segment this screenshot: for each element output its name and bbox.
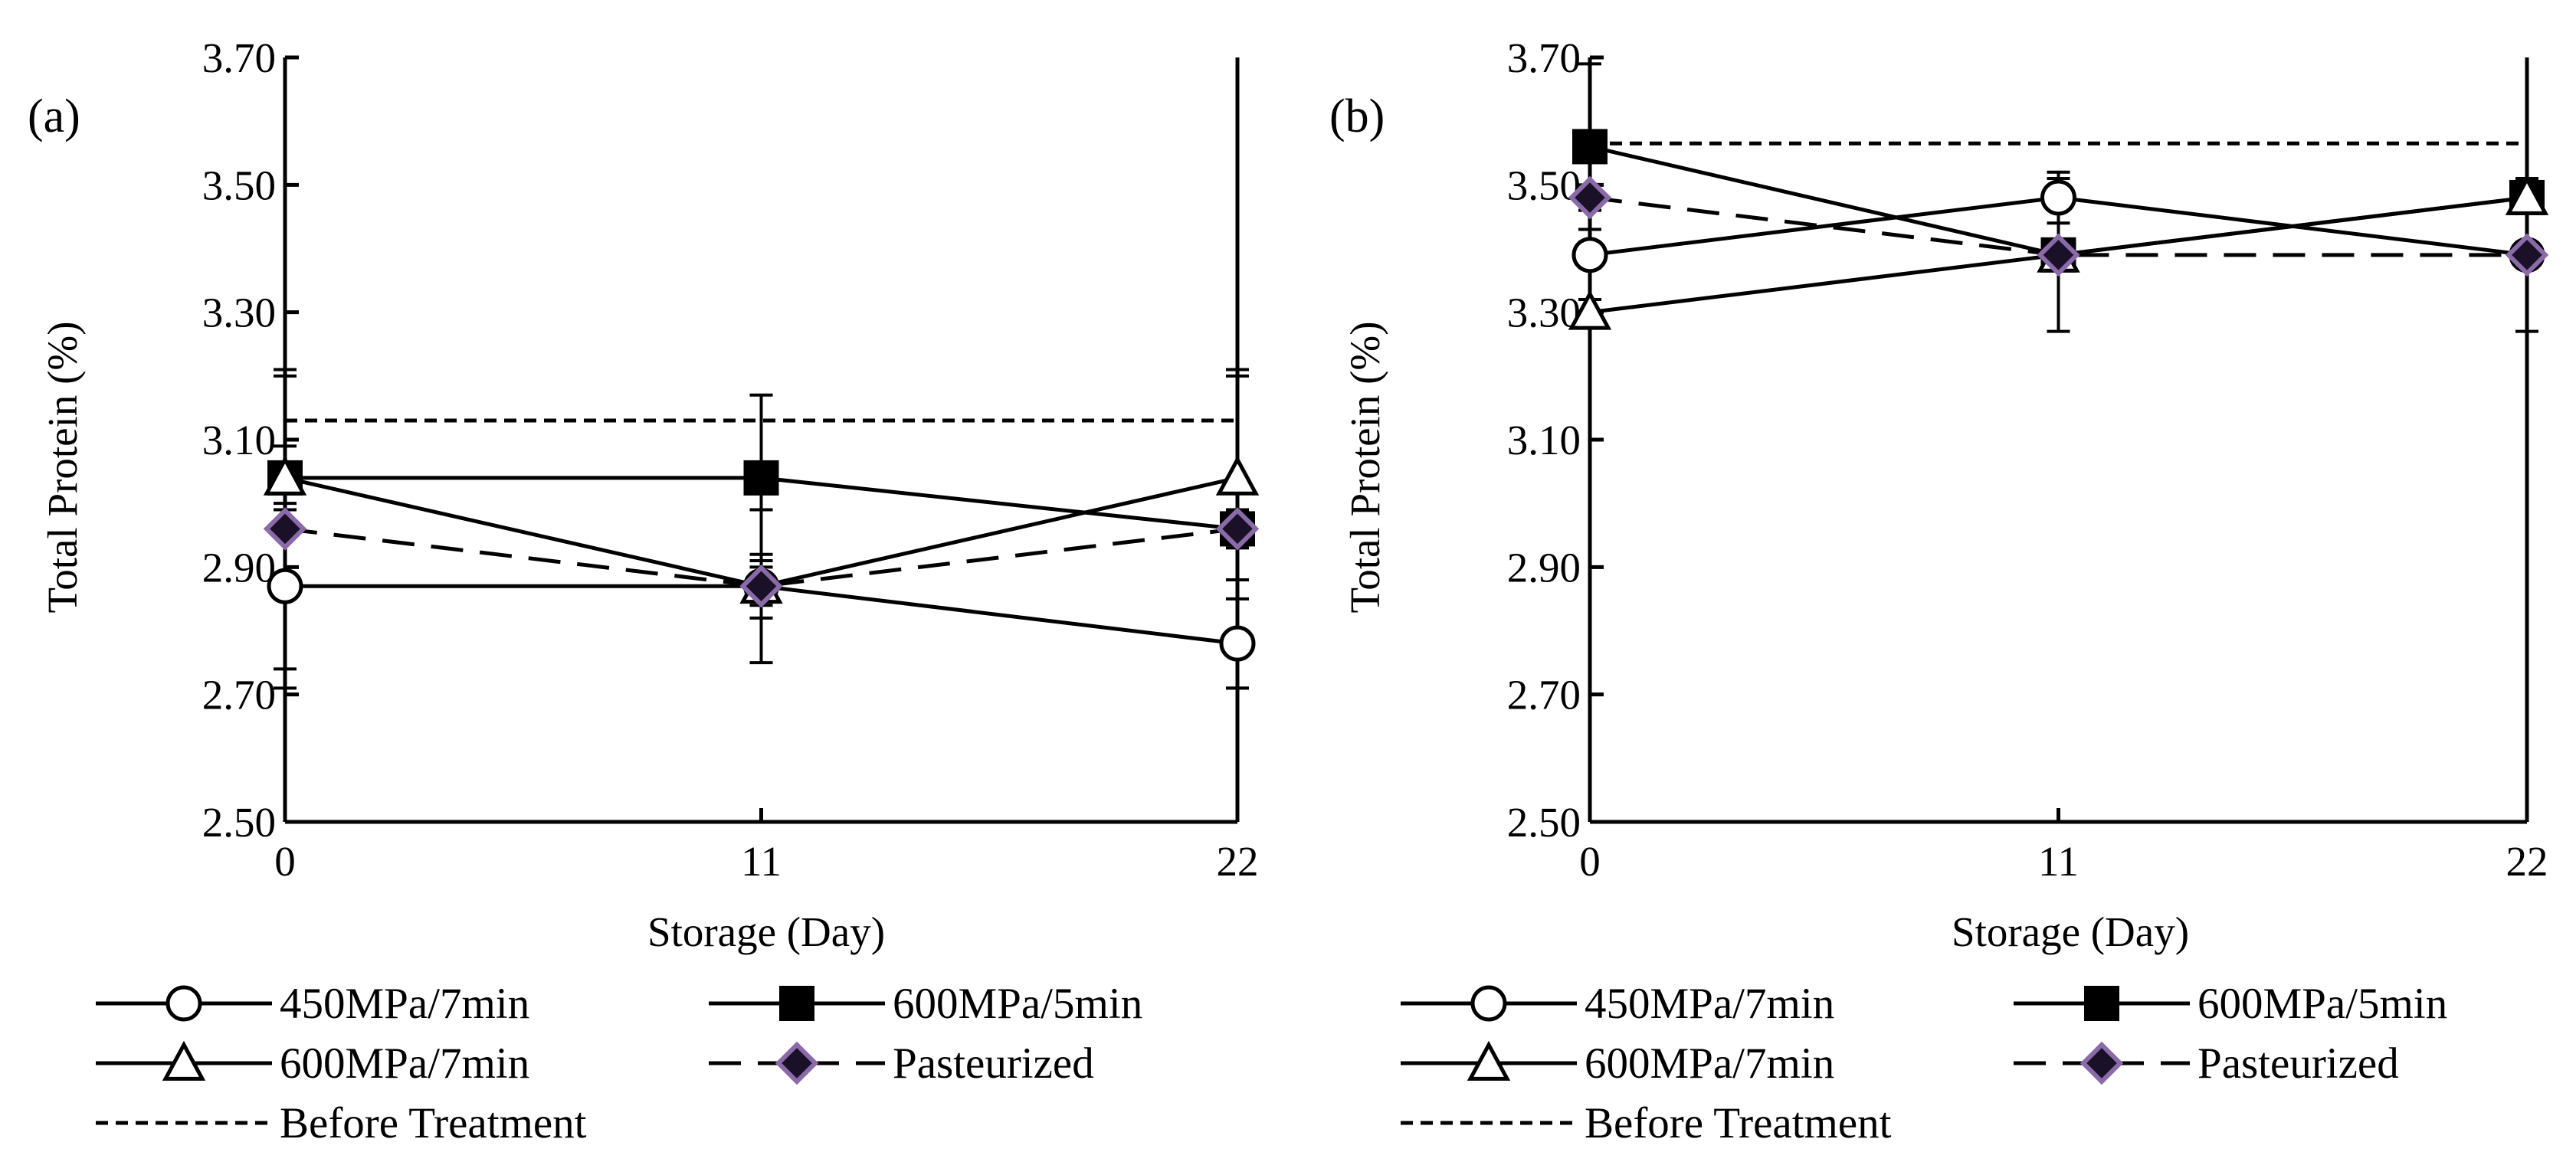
- data-point: [2037, 233, 2080, 277]
- data-point: [2040, 179, 2076, 216]
- y-axis-label: Total Protein (%): [1342, 321, 1388, 613]
- legend-item: Before Treatment: [96, 1099, 587, 1147]
- legend-item: 450MPa/7min: [96, 980, 529, 1028]
- y-tick-label: 2.70: [1507, 672, 1581, 718]
- y-tick-label: 3.70: [1507, 34, 1581, 81]
- plot-area-b: 2.50 2.70 2.90 3.10 3.30 3.50 3.70 0 11 22 450MPa/…: [1401, 34, 2549, 1147]
- legend-label: 600MPa/5min: [893, 980, 1142, 1028]
- y-tick-label: 3.50: [1507, 162, 1581, 208]
- legend-marker: [775, 1041, 819, 1085]
- x-tick-label: 11: [741, 838, 782, 885]
- x-tick-label: 22: [1217, 838, 1259, 885]
- data-point: [263, 455, 307, 496]
- legend-marker: [1470, 985, 1507, 1022]
- legend-marker: [1467, 1040, 1511, 1081]
- y-tick-label: 2.90: [202, 544, 276, 591]
- x-tick-label: 0: [1579, 838, 1601, 885]
- legend-label: 600MPa/5min: [2197, 980, 2447, 1028]
- legend-item: 600MPa/5min: [709, 980, 1142, 1028]
- y-tick-label: 2.50: [202, 799, 276, 846]
- legend-label: Before Treatment: [1585, 1099, 1892, 1147]
- x-axis-label: Storage (Day): [1952, 908, 2189, 955]
- legend-item: 600MPa/7min: [96, 1039, 529, 1088]
- legend-label: Pasteurized: [893, 1039, 1094, 1088]
- data-point: [2505, 233, 2549, 277]
- data-point: [1215, 455, 1260, 496]
- legend-marker: [166, 985, 202, 1022]
- data-point: [263, 507, 307, 551]
- legend-marker: [2084, 986, 2119, 1021]
- x-tick-label: 22: [2506, 838, 2548, 885]
- legend: 450MPa/7min 600MPa/5min 600MPa/7min Pasteur…: [1401, 980, 2447, 1147]
- legend-marker: [779, 986, 814, 1021]
- x-axis-label: Storage (Day): [647, 908, 885, 955]
- legend-marker: [2079, 1041, 2124, 1085]
- chart-panel-b: (b) Storage (Day) Total Protein (%) 2.50…: [1329, 34, 2549, 1147]
- legend-label: 450MPa/7min: [1585, 980, 1834, 1028]
- panel-label: (b): [1329, 90, 1385, 142]
- data-point: [1568, 175, 1612, 220]
- legend-item: Pasteurized: [709, 1039, 1094, 1088]
- plot-area-a: 2.50 2.70 2.90 3.10 3.30 3.50 3.70 0 11 22 450MPa/…: [96, 34, 1260, 1147]
- y-tick-label: 3.70: [202, 34, 276, 81]
- chart-panel-a: (a) Storage (Day) Total Protein (%) 2.50…: [28, 34, 1260, 1147]
- y-tick-label: 3.30: [202, 290, 276, 336]
- y-tick-label: 2.90: [1507, 544, 1581, 591]
- legend-item: Before Treatment: [1401, 1099, 1892, 1147]
- data-point: [1215, 507, 1260, 551]
- y-tick-label: 3.10: [1507, 417, 1581, 463]
- legend-label: Before Treatment: [280, 1099, 587, 1147]
- data-point: [743, 460, 779, 496]
- panel-label: (a): [28, 90, 80, 142]
- legend-item: 600MPa/5min: [2014, 980, 2447, 1028]
- legend-label: 600MPa/7min: [1585, 1039, 1834, 1088]
- series-line: [284, 526, 1238, 588]
- legend-item: 450MPa/7min: [1401, 980, 1834, 1028]
- legend-item: Pasteurized: [2014, 1039, 2399, 1088]
- legend-label: 450MPa/7min: [280, 980, 529, 1028]
- y-tick-label: 3.50: [202, 162, 276, 208]
- legend-label: 600MPa/7min: [280, 1039, 529, 1088]
- y-tick-label: 3.10: [202, 417, 276, 463]
- data-point: [1572, 129, 1608, 165]
- data-point: [267, 568, 303, 604]
- data-point: [1568, 290, 1612, 330]
- data-point: [1219, 625, 1256, 662]
- legend: 450MPa/7min 600MPa/5min 600MPa/7min Pasteur…: [96, 980, 1142, 1147]
- x-tick-label: 0: [274, 838, 296, 885]
- data-point: [739, 565, 783, 608]
- y-axis-label: Total Protein (%): [39, 321, 86, 613]
- x-tick-label: 11: [2038, 838, 2079, 885]
- y-tick-label: 3.30: [1507, 290, 1581, 336]
- y-tick-label: 2.50: [1507, 799, 1581, 846]
- data-point: [2505, 175, 2549, 215]
- legend-item: 600MPa/7min: [1401, 1039, 1834, 1088]
- data-point: [1571, 237, 1608, 273]
- legend-label: Pasteurized: [2197, 1039, 2399, 1088]
- legend-marker: [162, 1040, 206, 1081]
- y-tick-label: 2.70: [202, 672, 276, 718]
